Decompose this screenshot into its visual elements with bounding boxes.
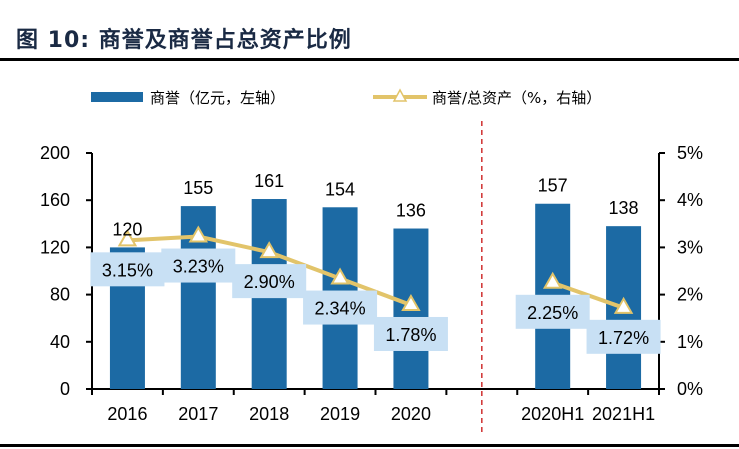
right-tick-label: 1% — [677, 332, 703, 352]
figure-title: 图 10: 商誉及商誉占总资产比例 — [16, 28, 352, 53]
x-tick-label: 2018 — [249, 404, 289, 424]
pct-value-label: 1.78% — [385, 325, 436, 345]
left-tick-label: 160 — [40, 190, 70, 210]
triangle-marker — [259, 241, 279, 259]
pct-label-bg — [232, 264, 307, 299]
pct-value-label: 1.72% — [598, 328, 649, 348]
bar-value-label: 161 — [254, 171, 284, 191]
left-tick-label: 0 — [60, 379, 70, 399]
legend-bar-swatch — [91, 92, 143, 102]
pct-label-bg — [586, 319, 661, 354]
pct-value-label: 3.15% — [102, 260, 153, 280]
right-tick-label: 0% — [677, 379, 703, 399]
x-tick-label: 2016 — [107, 404, 147, 424]
right-tick-label: 5% — [677, 143, 703, 163]
pct-value-label: 2.90% — [244, 272, 295, 292]
left-tick-label: 120 — [40, 237, 70, 257]
legend-bar-label: 商誉（亿元，左轴） — [150, 89, 285, 107]
x-tick-label: 2020 — [391, 404, 431, 424]
x-tick-label: 2020H1 — [521, 404, 584, 424]
pct-label-bg — [161, 248, 236, 283]
x-tick-label: 2021H1 — [592, 404, 655, 424]
right-tick-label: 2% — [677, 285, 703, 305]
bar-value-label: 138 — [609, 198, 639, 218]
pct-value-label: 2.25% — [527, 303, 578, 323]
right-tick-label: 4% — [677, 190, 703, 210]
pct-label-bg — [90, 252, 165, 287]
bar-value-label: 157 — [538, 176, 568, 196]
left-tick-label: 200 — [40, 143, 70, 163]
pct-label-bg — [373, 316, 448, 351]
triangle-marker — [188, 225, 209, 243]
triangle-marker — [117, 229, 138, 247]
triangle-marker — [401, 293, 421, 311]
triangle-marker — [542, 271, 563, 289]
bar-value-label: 136 — [396, 201, 426, 221]
x-tick-label: 2017 — [178, 404, 218, 424]
pct-label-bg — [303, 290, 378, 325]
legend: 商誉（亿元，左轴） 商誉/总资产（%，右轴） — [91, 88, 601, 107]
triangle-marker — [330, 267, 350, 285]
bottom-rule — [0, 444, 739, 447]
pct-value-label: 2.34% — [315, 299, 366, 319]
triangle-marker — [613, 296, 634, 314]
left-tick-label: 40 — [50, 332, 70, 352]
bar-value-label: 120 — [112, 219, 142, 239]
left-tick-label: 80 — [50, 285, 70, 305]
x-tick-label: 2019 — [320, 404, 360, 424]
title-rule — [0, 58, 739, 61]
pct-value-label: 3.23% — [173, 257, 224, 277]
bar-value-label: 155 — [183, 178, 213, 198]
legend-triangle-icon — [392, 88, 408, 102]
bar-value-label: 154 — [325, 179, 355, 199]
right-tick-label: 3% — [677, 237, 703, 257]
pct-label-bg — [515, 294, 590, 329]
legend-line-label: 商誉/总资产（%，右轴） — [432, 89, 601, 107]
